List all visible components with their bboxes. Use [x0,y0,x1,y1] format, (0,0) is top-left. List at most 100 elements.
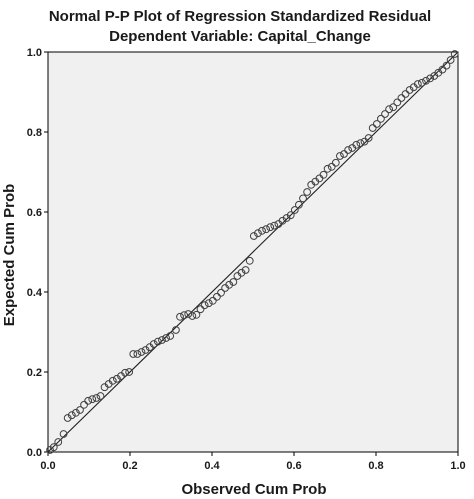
data-point [63,414,72,422]
data-point [188,312,197,320]
data-point [129,350,138,358]
data-point [245,256,254,265]
data-point [438,65,447,74]
data-point [71,408,80,417]
data-point [286,211,295,220]
data-point [217,288,225,297]
data-point [340,150,348,158]
data-point [303,188,312,196]
data-point [172,326,180,334]
data-point [121,368,129,377]
data-point [184,310,193,318]
data-point [389,103,398,112]
data-point [200,301,209,310]
data-point [426,74,435,83]
data-point [381,110,389,118]
data-point [290,206,299,214]
y-axis: 0.0 0.2 0.4 0.6 0.8 1.0 [27,47,48,459]
data-point [84,396,93,405]
data-point [88,395,97,404]
data-point [331,158,340,167]
data-point [80,400,88,409]
x-tick-label: 0.4 [204,460,220,472]
x-tick-label: 0.8 [368,460,383,472]
data-point [153,337,162,346]
chart-title: Normal P-P Plot of Regression Standardiz… [49,8,431,25]
data-point [225,280,234,289]
data-point [213,292,221,301]
data-point [249,232,258,240]
data-point [413,80,422,88]
y-axis-label: Expected Cum Prob [1,184,18,327]
reference-line [47,51,459,453]
x-axis: 0.0 0.2 0.4 0.6 0.8 1.0 [40,452,466,472]
data-point [96,392,105,400]
data-point [368,124,377,132]
data-point [299,194,307,203]
x-tick-label: 0.6 [286,460,301,472]
data-point [137,348,146,356]
data-point [208,296,217,305]
x-tick-label: 1.0 [450,460,465,472]
data-point [92,394,101,402]
data-point [241,266,250,274]
data-point [180,311,189,320]
data-point [108,376,117,385]
y-tick-label: 0.2 [27,367,42,379]
data-point [344,146,353,154]
data-point [262,225,271,234]
y-tick-label: 0.4 [27,287,43,299]
data-point [237,268,246,277]
data-point [254,229,262,238]
data-point [405,86,414,94]
y-tick-label: 1.0 [27,47,42,59]
data-point [418,78,426,87]
data-point [112,374,121,383]
data-points [46,50,459,454]
data-point [446,56,455,64]
data-point [323,164,332,173]
y-tick-label: 0.6 [27,207,42,219]
data-point [352,140,361,149]
data-point [67,411,76,420]
data-point [450,50,459,58]
data-point [133,350,142,358]
data-point [377,114,385,123]
data-point [204,299,213,308]
data-point [327,162,336,171]
data-point [401,90,410,98]
data-point [422,76,430,85]
data-point [166,332,175,340]
data-point [282,214,291,222]
y-tick-label: 0.8 [27,127,42,139]
data-point [278,216,287,225]
data-point [393,98,402,107]
data-point [162,334,170,342]
x-tick-label: 0.2 [122,460,137,472]
x-axis-label: Observed Cum Prob [181,481,326,498]
data-point [270,221,279,230]
data-point [319,170,328,179]
data-point [258,226,266,235]
data-point [372,120,381,128]
data-point [356,139,365,148]
chart-subtitle: Dependent Variable: Capital_Change [109,28,371,45]
data-point [266,223,275,232]
data-point [158,336,166,344]
data-point [295,200,303,209]
data-point [54,438,63,446]
data-point [176,312,184,321]
data-point [364,134,373,142]
data-point [149,340,158,348]
data-point [196,305,205,314]
data-point [192,310,201,319]
data-point [229,278,238,286]
data-point [141,346,150,354]
data-point [125,368,134,376]
data-point [397,94,406,102]
y-tick-label: 0.0 [27,447,42,459]
data-point [336,152,344,160]
data-point [76,406,84,414]
